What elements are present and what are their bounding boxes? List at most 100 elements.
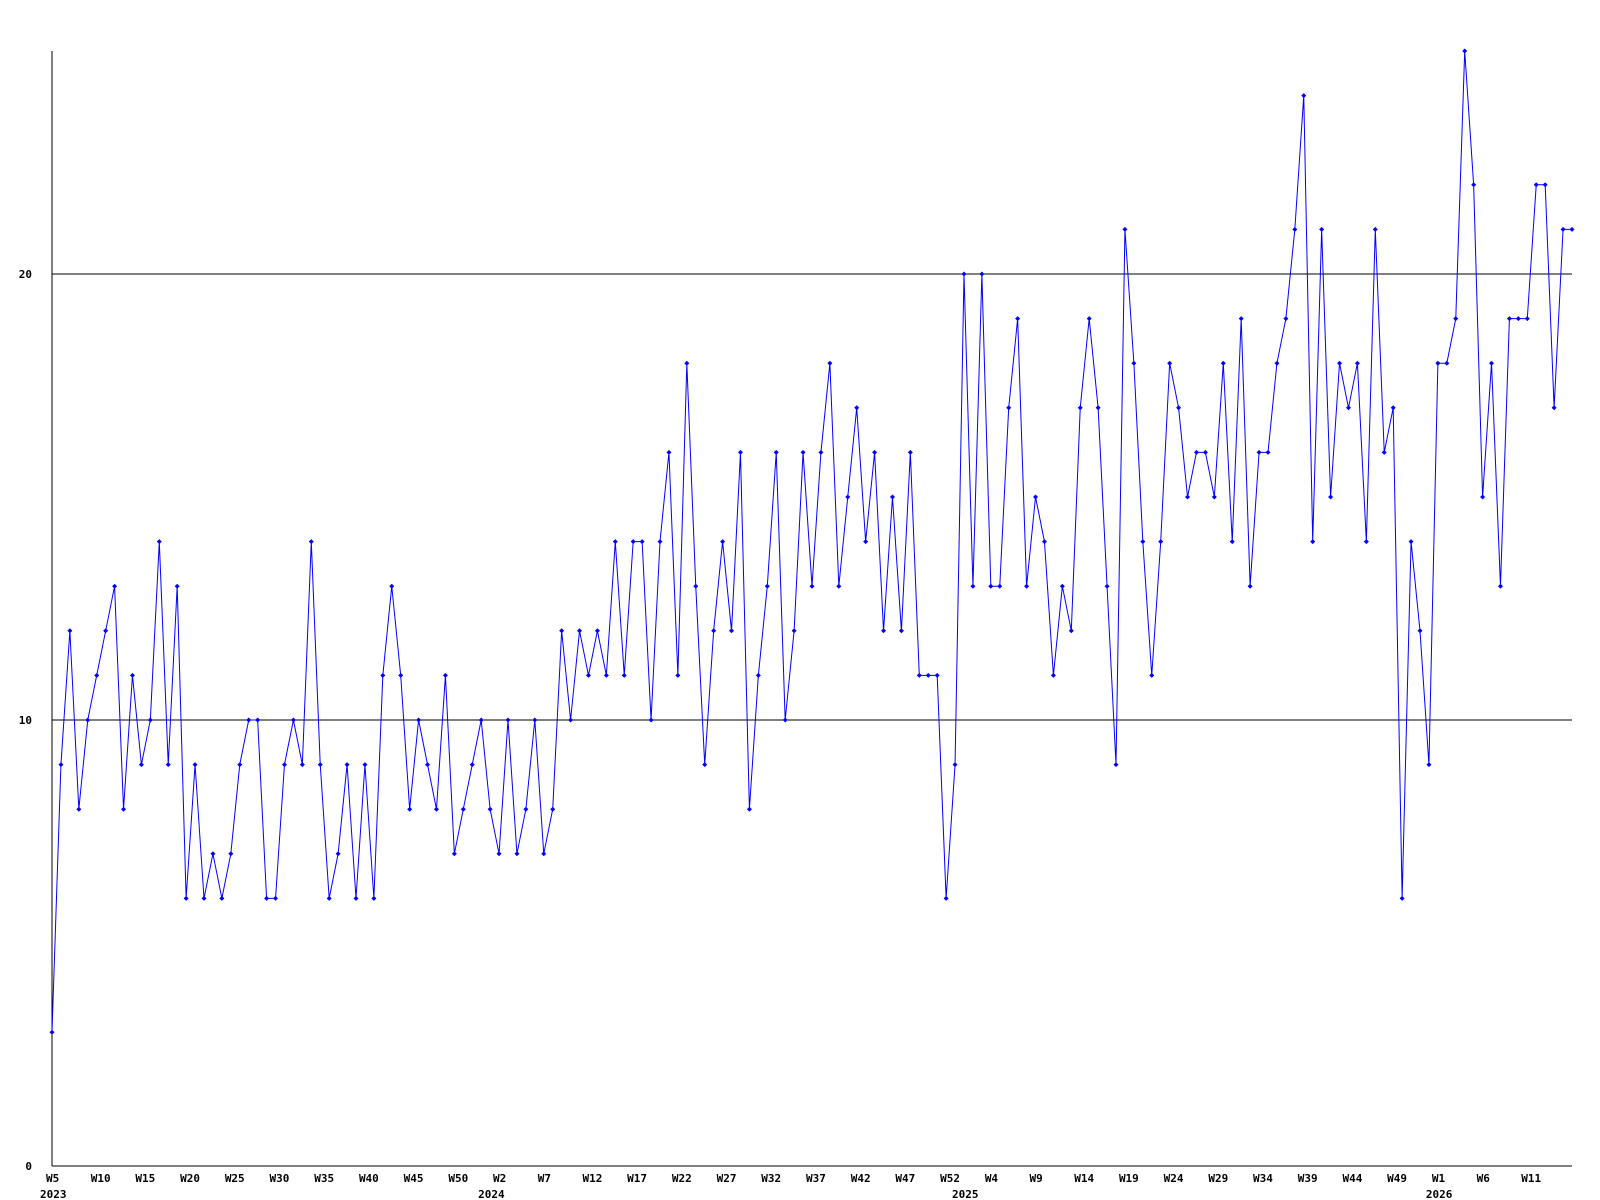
point xyxy=(1176,405,1182,411)
point xyxy=(809,583,815,589)
point xyxy=(1506,316,1512,322)
point xyxy=(94,672,100,678)
point xyxy=(720,539,726,545)
point xyxy=(979,271,985,277)
point xyxy=(505,717,511,723)
point xyxy=(407,806,413,812)
point xyxy=(952,762,958,768)
x-tick-label: W37 xyxy=(806,1172,826,1185)
point xyxy=(603,672,609,678)
x-tick-label: W2 xyxy=(493,1172,506,1185)
point xyxy=(121,806,127,812)
x-tick-label: W24 xyxy=(1164,1172,1184,1185)
point xyxy=(425,762,431,768)
point xyxy=(380,672,386,678)
point xyxy=(1059,583,1065,589)
point xyxy=(675,672,681,678)
x-tick-label: W1 xyxy=(1432,1172,1446,1185)
point xyxy=(1283,316,1289,322)
point xyxy=(1185,494,1191,500)
point xyxy=(317,762,323,768)
point xyxy=(1310,539,1316,545)
point xyxy=(1301,93,1307,99)
point xyxy=(389,583,395,589)
point xyxy=(1542,182,1548,188)
point xyxy=(138,762,144,768)
point xyxy=(299,762,305,768)
point xyxy=(594,628,600,634)
point xyxy=(165,762,171,768)
x-tick-label: W11 xyxy=(1521,1172,1541,1185)
point xyxy=(1006,405,1012,411)
point xyxy=(335,851,341,857)
x-tick-label: W9 xyxy=(1030,1172,1043,1185)
point xyxy=(1390,405,1396,411)
point xyxy=(76,806,82,812)
x-tick-label: W17 xyxy=(627,1172,647,1185)
point xyxy=(568,717,574,723)
point xyxy=(469,762,475,768)
point xyxy=(863,539,869,545)
x-tick-label: W45 xyxy=(404,1172,424,1185)
point xyxy=(201,895,207,901)
point xyxy=(630,539,636,545)
point xyxy=(1354,360,1360,366)
point xyxy=(1569,226,1575,232)
point xyxy=(416,717,422,723)
point xyxy=(881,628,887,634)
point xyxy=(496,851,502,857)
point xyxy=(514,851,520,857)
x-tick-label: W12 xyxy=(582,1172,602,1185)
point xyxy=(1131,360,1137,366)
point xyxy=(1489,360,1495,366)
point xyxy=(129,672,135,678)
point xyxy=(1238,316,1244,322)
point xyxy=(255,717,261,723)
point xyxy=(943,895,949,901)
x-tick-label: W10 xyxy=(91,1172,111,1185)
x-tick-label: W50 xyxy=(448,1172,468,1185)
x-tick-label: W40 xyxy=(359,1172,379,1185)
point xyxy=(487,806,493,812)
point xyxy=(362,762,368,768)
x-tick-label: W14 xyxy=(1074,1172,1094,1185)
point xyxy=(1363,539,1369,545)
point xyxy=(961,271,967,277)
point xyxy=(523,806,529,812)
x-tick-label: W22 xyxy=(672,1172,692,1185)
point xyxy=(1113,762,1119,768)
point xyxy=(1247,583,1253,589)
point xyxy=(746,806,752,812)
point xyxy=(1435,360,1441,366)
point xyxy=(147,717,153,723)
point xyxy=(854,405,860,411)
point xyxy=(836,583,842,589)
point xyxy=(1453,316,1459,322)
year-label: 2024 xyxy=(478,1188,505,1200)
x-tick-label: W52 xyxy=(940,1172,960,1185)
x-tick-label: W49 xyxy=(1387,1172,1407,1185)
point xyxy=(1345,405,1351,411)
x-tick-label: W39 xyxy=(1298,1172,1318,1185)
point xyxy=(1256,449,1262,455)
point xyxy=(889,494,895,500)
point xyxy=(782,717,788,723)
point xyxy=(290,717,296,723)
point xyxy=(49,1029,55,1035)
x-tick-label: W7 xyxy=(538,1172,551,1185)
point xyxy=(800,449,806,455)
point xyxy=(612,539,618,545)
point xyxy=(729,628,735,634)
point xyxy=(1086,316,1092,322)
x-tick-label: W47 xyxy=(895,1172,915,1185)
point xyxy=(997,583,1003,589)
point xyxy=(353,895,359,901)
point xyxy=(1122,226,1128,232)
point xyxy=(1417,628,1423,634)
point xyxy=(246,717,252,723)
point xyxy=(1015,316,1021,322)
point xyxy=(559,628,565,634)
point xyxy=(1533,182,1539,188)
point xyxy=(1551,405,1557,411)
